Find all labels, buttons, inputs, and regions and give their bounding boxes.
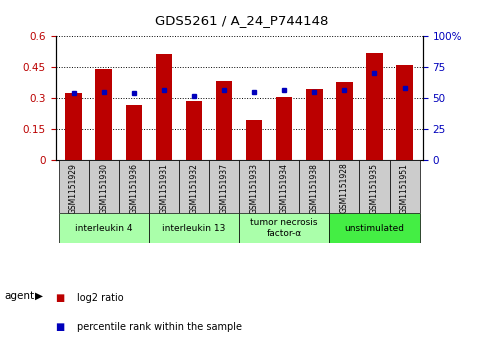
Bar: [156, 54, 172, 160]
Bar: [209, 160, 239, 213]
Bar: [149, 213, 239, 243]
Text: GDS5261 / A_24_P744148: GDS5261 / A_24_P744148: [155, 15, 328, 28]
Bar: [306, 89, 323, 160]
Text: log2 ratio: log2 ratio: [77, 293, 124, 303]
Text: unstimulated: unstimulated: [344, 224, 404, 233]
Text: GSM1151929: GSM1151929: [69, 163, 78, 213]
Text: GSM1151938: GSM1151938: [310, 163, 319, 213]
Text: GSM1151934: GSM1151934: [280, 163, 289, 214]
Text: ▶: ▶: [35, 291, 43, 301]
Bar: [366, 53, 383, 160]
Text: GSM1151930: GSM1151930: [99, 163, 108, 214]
Bar: [126, 105, 142, 160]
Text: GSM1151935: GSM1151935: [370, 163, 379, 214]
Bar: [179, 160, 209, 213]
Bar: [185, 101, 202, 160]
Text: GSM1151931: GSM1151931: [159, 163, 169, 213]
Bar: [96, 69, 112, 160]
Text: tumor necrosis
factor-α: tumor necrosis factor-α: [251, 219, 318, 238]
Text: percentile rank within the sample: percentile rank within the sample: [77, 322, 242, 332]
Text: agent: agent: [5, 291, 35, 301]
Bar: [58, 213, 149, 243]
Bar: [389, 160, 420, 213]
Bar: [329, 213, 420, 243]
Text: GSM1151936: GSM1151936: [129, 163, 138, 214]
Text: GSM1151928: GSM1151928: [340, 163, 349, 213]
Bar: [239, 213, 329, 243]
Bar: [58, 160, 89, 213]
Bar: [216, 81, 232, 160]
Bar: [329, 160, 359, 213]
Bar: [89, 160, 119, 213]
Bar: [336, 82, 353, 160]
Text: GSM1151933: GSM1151933: [250, 163, 258, 214]
Text: ■: ■: [56, 322, 65, 332]
Text: GSM1151937: GSM1151937: [220, 163, 228, 214]
Bar: [246, 120, 262, 160]
Bar: [239, 160, 269, 213]
Text: ■: ■: [56, 293, 65, 303]
Text: interleukin 13: interleukin 13: [162, 224, 226, 233]
Bar: [396, 65, 413, 160]
Bar: [269, 160, 299, 213]
Text: GSM1151932: GSM1151932: [189, 163, 199, 213]
Text: interleukin 4: interleukin 4: [75, 224, 132, 233]
Bar: [119, 160, 149, 213]
Text: GSM1151951: GSM1151951: [400, 163, 409, 213]
Bar: [359, 160, 389, 213]
Bar: [276, 97, 293, 160]
Bar: [149, 160, 179, 213]
Bar: [65, 93, 82, 160]
Bar: [299, 160, 329, 213]
